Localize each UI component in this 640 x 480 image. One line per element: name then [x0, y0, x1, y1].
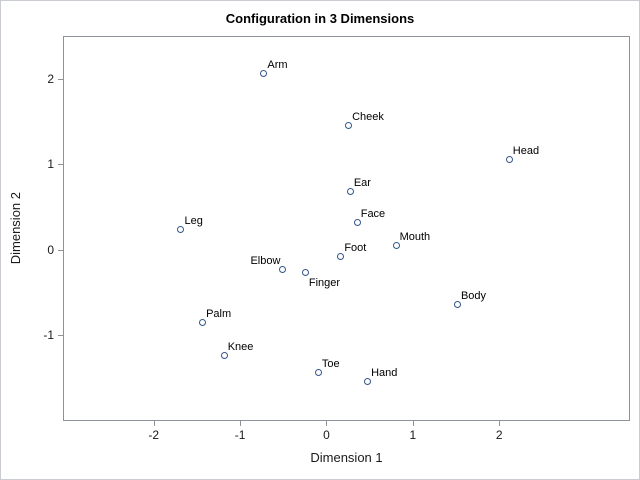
y-axis-title: Dimension 2	[7, 36, 23, 421]
point-label: Foot	[344, 241, 367, 254]
point-label: Mouth	[399, 231, 431, 244]
point-marker	[453, 301, 461, 309]
point-label: Face	[360, 208, 386, 221]
point-marker	[260, 69, 268, 77]
y-axis-title-text: Dimension 2	[7, 192, 23, 265]
y-tick-label: -1	[43, 328, 54, 343]
x-tick-mark	[326, 421, 328, 426]
x-tick-mark	[412, 421, 414, 426]
chart-title: Configuration in 3 Dimensions	[225, 11, 415, 26]
point-marker	[505, 156, 513, 164]
x-tick-label: 2	[495, 428, 503, 442]
point-marker	[199, 319, 207, 327]
point-label: Finger	[308, 276, 341, 289]
point-label: Body	[460, 290, 487, 303]
point-marker	[301, 268, 309, 276]
point-label: Head	[512, 145, 540, 158]
y-tick-label: 1	[47, 157, 54, 172]
x-tick-mark	[153, 421, 155, 426]
point-label: Toe	[321, 357, 340, 370]
y-tick-mark	[58, 164, 63, 166]
point-label: Ear	[353, 176, 371, 189]
y-tick-mark	[58, 335, 63, 337]
y-axis-ticks: -1 0 1 2	[1, 36, 63, 421]
point-label: Arm	[267, 58, 288, 71]
x-tick-label: 0	[323, 428, 330, 442]
point-marker	[392, 242, 400, 250]
x-axis-ticks: -2 -1 0 1 2	[63, 421, 630, 447]
y-tick-mark	[58, 78, 63, 80]
x-tick-label: -1	[234, 428, 246, 442]
point-label: Palm	[206, 308, 232, 321]
point-marker	[345, 121, 353, 129]
point-marker	[353, 219, 361, 227]
point-label: Elbow	[250, 254, 281, 267]
y-tick-label: 2	[47, 71, 54, 86]
point-label: Cheek	[352, 110, 384, 123]
y-tick-mark	[58, 249, 63, 251]
x-tick-mark	[240, 421, 242, 426]
plot-area: Arm Cheek Head Ear Face Leg Mouth Foot Elbow Fing…	[63, 36, 630, 421]
point-marker	[337, 252, 345, 260]
point-marker	[346, 187, 354, 195]
point-marker	[314, 368, 322, 376]
point-label: Hand	[371, 367, 398, 380]
point-marker	[364, 378, 372, 386]
point-marker	[279, 265, 287, 273]
x-tick-mark	[499, 421, 501, 426]
point-label: Leg	[184, 215, 203, 228]
x-tick-label: 1	[409, 428, 417, 442]
point-label: Knee	[227, 340, 254, 353]
y-tick-label: 0	[47, 242, 54, 257]
x-tick-label: -2	[148, 428, 160, 442]
point-marker	[220, 351, 228, 359]
point-marker	[177, 226, 185, 234]
x-axis-title: Dimension 1	[310, 450, 383, 465]
